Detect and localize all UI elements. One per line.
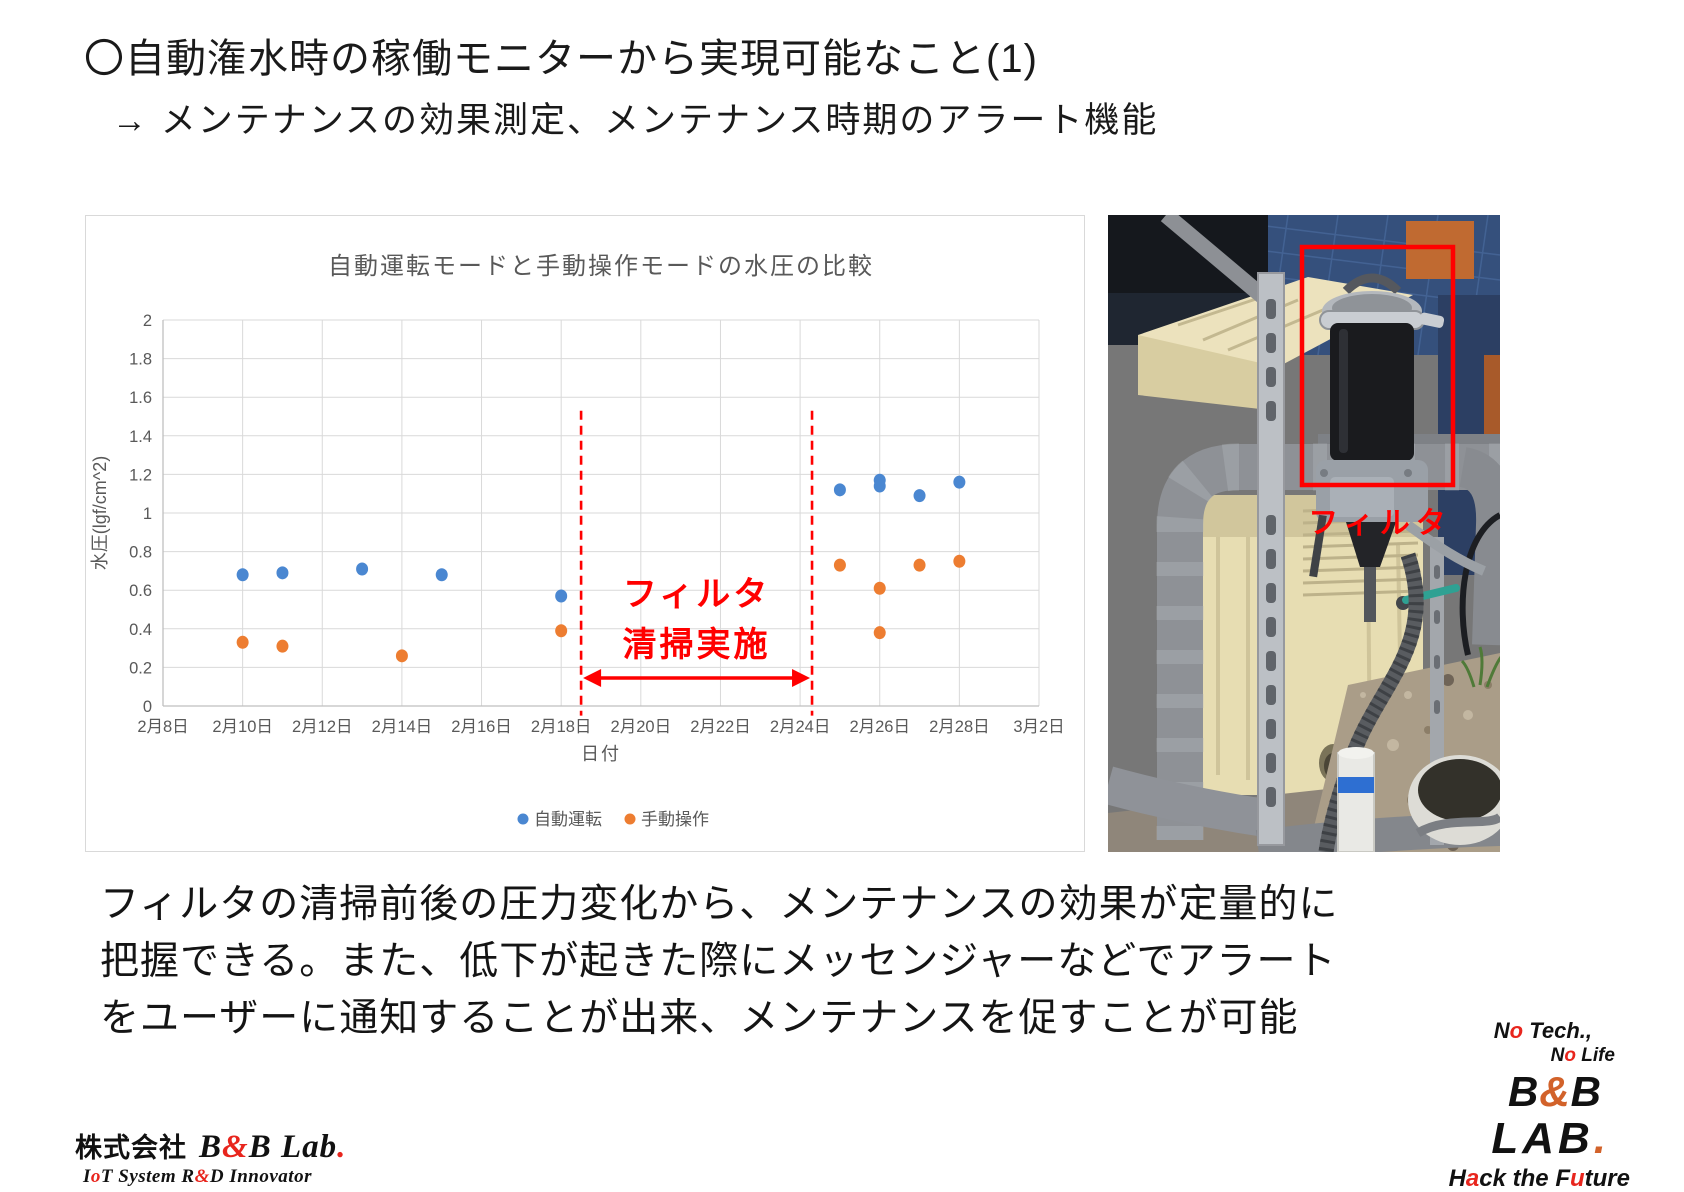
data-point	[833, 483, 846, 497]
legend: 自動運転 手動操作	[517, 810, 709, 829]
filter-canister	[1330, 323, 1414, 461]
bottom-left-pipe	[1108, 766, 1281, 839]
blue-tape-band	[1338, 777, 1374, 793]
body-line-2: 把握できる。また、低下が起きた際にメッセンジャーなどでアラート	[100, 940, 1337, 983]
body-line-3: をユーザーに通知することが出来、メンテナンスを促すことが可能	[100, 997, 1299, 1040]
data-point	[953, 475, 966, 489]
y-axis-title: 水圧(lgf/cm^2)	[90, 456, 110, 570]
data-point	[913, 558, 926, 572]
svg-text:0.2: 0.2	[129, 659, 152, 677]
svg-text:2月28日: 2月28日	[929, 718, 990, 736]
filter-highlight-box	[1299, 244, 1456, 488]
data-point	[395, 649, 408, 663]
orange-edge-patch	[1484, 355, 1500, 445]
data-point	[236, 568, 249, 582]
svg-text:2月24日: 2月24日	[770, 718, 831, 736]
x-axis-title: 日付	[581, 744, 621, 764]
data-point	[873, 626, 886, 640]
x-tick-labels: 2月8日 2月10日 2月12日 2月14日 2月16日 2月18日 2月20日 2月22日 2…	[137, 718, 1064, 736]
company-prefix: 株式会社	[75, 1133, 187, 1163]
photo-filter-label: フィルタ	[1308, 507, 1451, 540]
pipe-wrap-bands	[1156, 443, 1500, 840]
svg-text:手動操作: 手動操作	[641, 810, 709, 829]
svg-text:自動運転: 自動運転	[534, 810, 602, 829]
chart-title: 自動運転モードと手動操作モードの水圧の比較	[328, 253, 874, 280]
svg-text:2月8日: 2月8日	[137, 718, 188, 736]
svg-text:2月18日: 2月18日	[531, 718, 592, 736]
logo-line-hack-the-future: Hack the Future	[1448, 1165, 1630, 1192]
filter-taper	[1346, 522, 1396, 567]
right-elbow-pipe	[1458, 447, 1500, 646]
svg-text:1.2: 1.2	[129, 466, 152, 484]
data-point	[873, 479, 886, 493]
data-point	[555, 624, 568, 638]
orange-tarp	[1406, 221, 1474, 279]
pressure-comparison-chart: 自動運転モードと手動操作モードの水圧の比較 0 0.2 0.4 0.6 0.8 1 1.2 1.…	[85, 215, 1085, 852]
gauge-stick	[1309, 514, 1327, 578]
company-logo: 株式会社 B&B Lab. IoT System R&D Innovator	[75, 1126, 346, 1188]
y-tick-labels: 0 0.2 0.4 0.6 0.8 1 1.2 1.4 1.6 1.8 2	[129, 312, 152, 716]
filter-drop-pipe	[1364, 567, 1376, 622]
data-point	[276, 639, 289, 653]
svg-text:2月20日: 2月20日	[611, 718, 672, 736]
slide-subtitle: → メンテナンスの効果測定、メンテナンス時期のアラート機能	[112, 101, 1159, 140]
logo-line-lab: LAB.	[1491, 1114, 1610, 1163]
weeds	[1460, 646, 1500, 688]
svg-text:フィルタ: フィルタ	[623, 576, 770, 614]
logo-line-bandb: B&B	[1507, 1068, 1602, 1115]
svg-text:2月12日: 2月12日	[292, 718, 353, 736]
data-point	[276, 566, 289, 580]
svg-text:清掃実施: 清掃実施	[623, 626, 771, 664]
svg-text:1.8: 1.8	[129, 351, 152, 369]
corrugated-hose-ribs	[1318, 552, 1424, 852]
svg-text:0.4: 0.4	[129, 621, 152, 639]
data-point	[555, 589, 568, 603]
equipment-photo-svg: フィルタ	[1108, 215, 1500, 852]
data-point	[953, 554, 966, 568]
bb-lab-logo: No Tech., No Life B&B LAB. Hack the Futu…	[1390, 1020, 1630, 1191]
svg-text:2月10日: 2月10日	[212, 718, 273, 736]
data-point	[236, 635, 249, 649]
pvc-pipe	[1337, 747, 1375, 852]
body-line-1: フィルタの清掃前後の圧力変化から、メンテナンスの効果が定量的に	[100, 883, 1339, 926]
svg-text:1: 1	[143, 505, 152, 523]
svg-text:0.6: 0.6	[129, 582, 152, 600]
svg-text:1.4: 1.4	[129, 428, 152, 446]
svg-text:3月2日: 3月2日	[1013, 718, 1064, 736]
svg-text:2月22日: 2月22日	[690, 718, 751, 736]
svg-text:0: 0	[143, 698, 152, 716]
pressure-chart-svg: 自動運転モードと手動操作モードの水圧の比較 0 0.2 0.4 0.6 0.8 1 1.2 1.…	[90, 253, 1065, 829]
equipment-photo: フィルタ	[1108, 215, 1500, 852]
company-brand: B&B Lab.	[199, 1129, 347, 1165]
company-tagline: IoT System R&D Innovator	[83, 1166, 312, 1187]
body-text: フィルタの清掃前後の圧力変化から、メンテナンスの効果が定量的に 把握できる。また…	[100, 876, 1440, 1047]
data-point	[833, 558, 846, 572]
thin-hose-right	[1405, 520, 1486, 576]
perforated-strut	[1257, 272, 1285, 846]
main-left-pipe	[1157, 444, 1500, 840]
svg-text:0.8: 0.8	[129, 544, 152, 562]
data-point	[356, 562, 369, 576]
data-point	[873, 581, 886, 595]
hose-over-bucket	[1415, 813, 1500, 837]
logo-line-no-tech: No Tech.,	[1493, 1018, 1592, 1043]
dark-cable	[1459, 512, 1500, 656]
svg-text:1.6: 1.6	[129, 389, 152, 407]
data-point	[435, 568, 448, 582]
clamp-tab	[1419, 312, 1445, 328]
tank-top-shadow	[1138, 335, 1278, 411]
svg-text:2: 2	[143, 312, 152, 330]
svg-text:2月16日: 2月16日	[451, 718, 512, 736]
svg-text:2月26日: 2月26日	[849, 718, 910, 736]
slide-title: 〇自動潅水時の稼働モニターから実現可能なこと(1)	[84, 37, 1038, 81]
gridlines	[163, 319, 1040, 706]
bucket	[1408, 755, 1500, 845]
series-自動運転	[236, 473, 966, 603]
svg-text:2月14日: 2月14日	[372, 718, 433, 736]
series-手動操作	[236, 554, 966, 663]
logo-line-no-life: No Life	[1550, 1045, 1615, 1066]
filter-handle	[1342, 273, 1402, 295]
data-point	[913, 489, 926, 503]
